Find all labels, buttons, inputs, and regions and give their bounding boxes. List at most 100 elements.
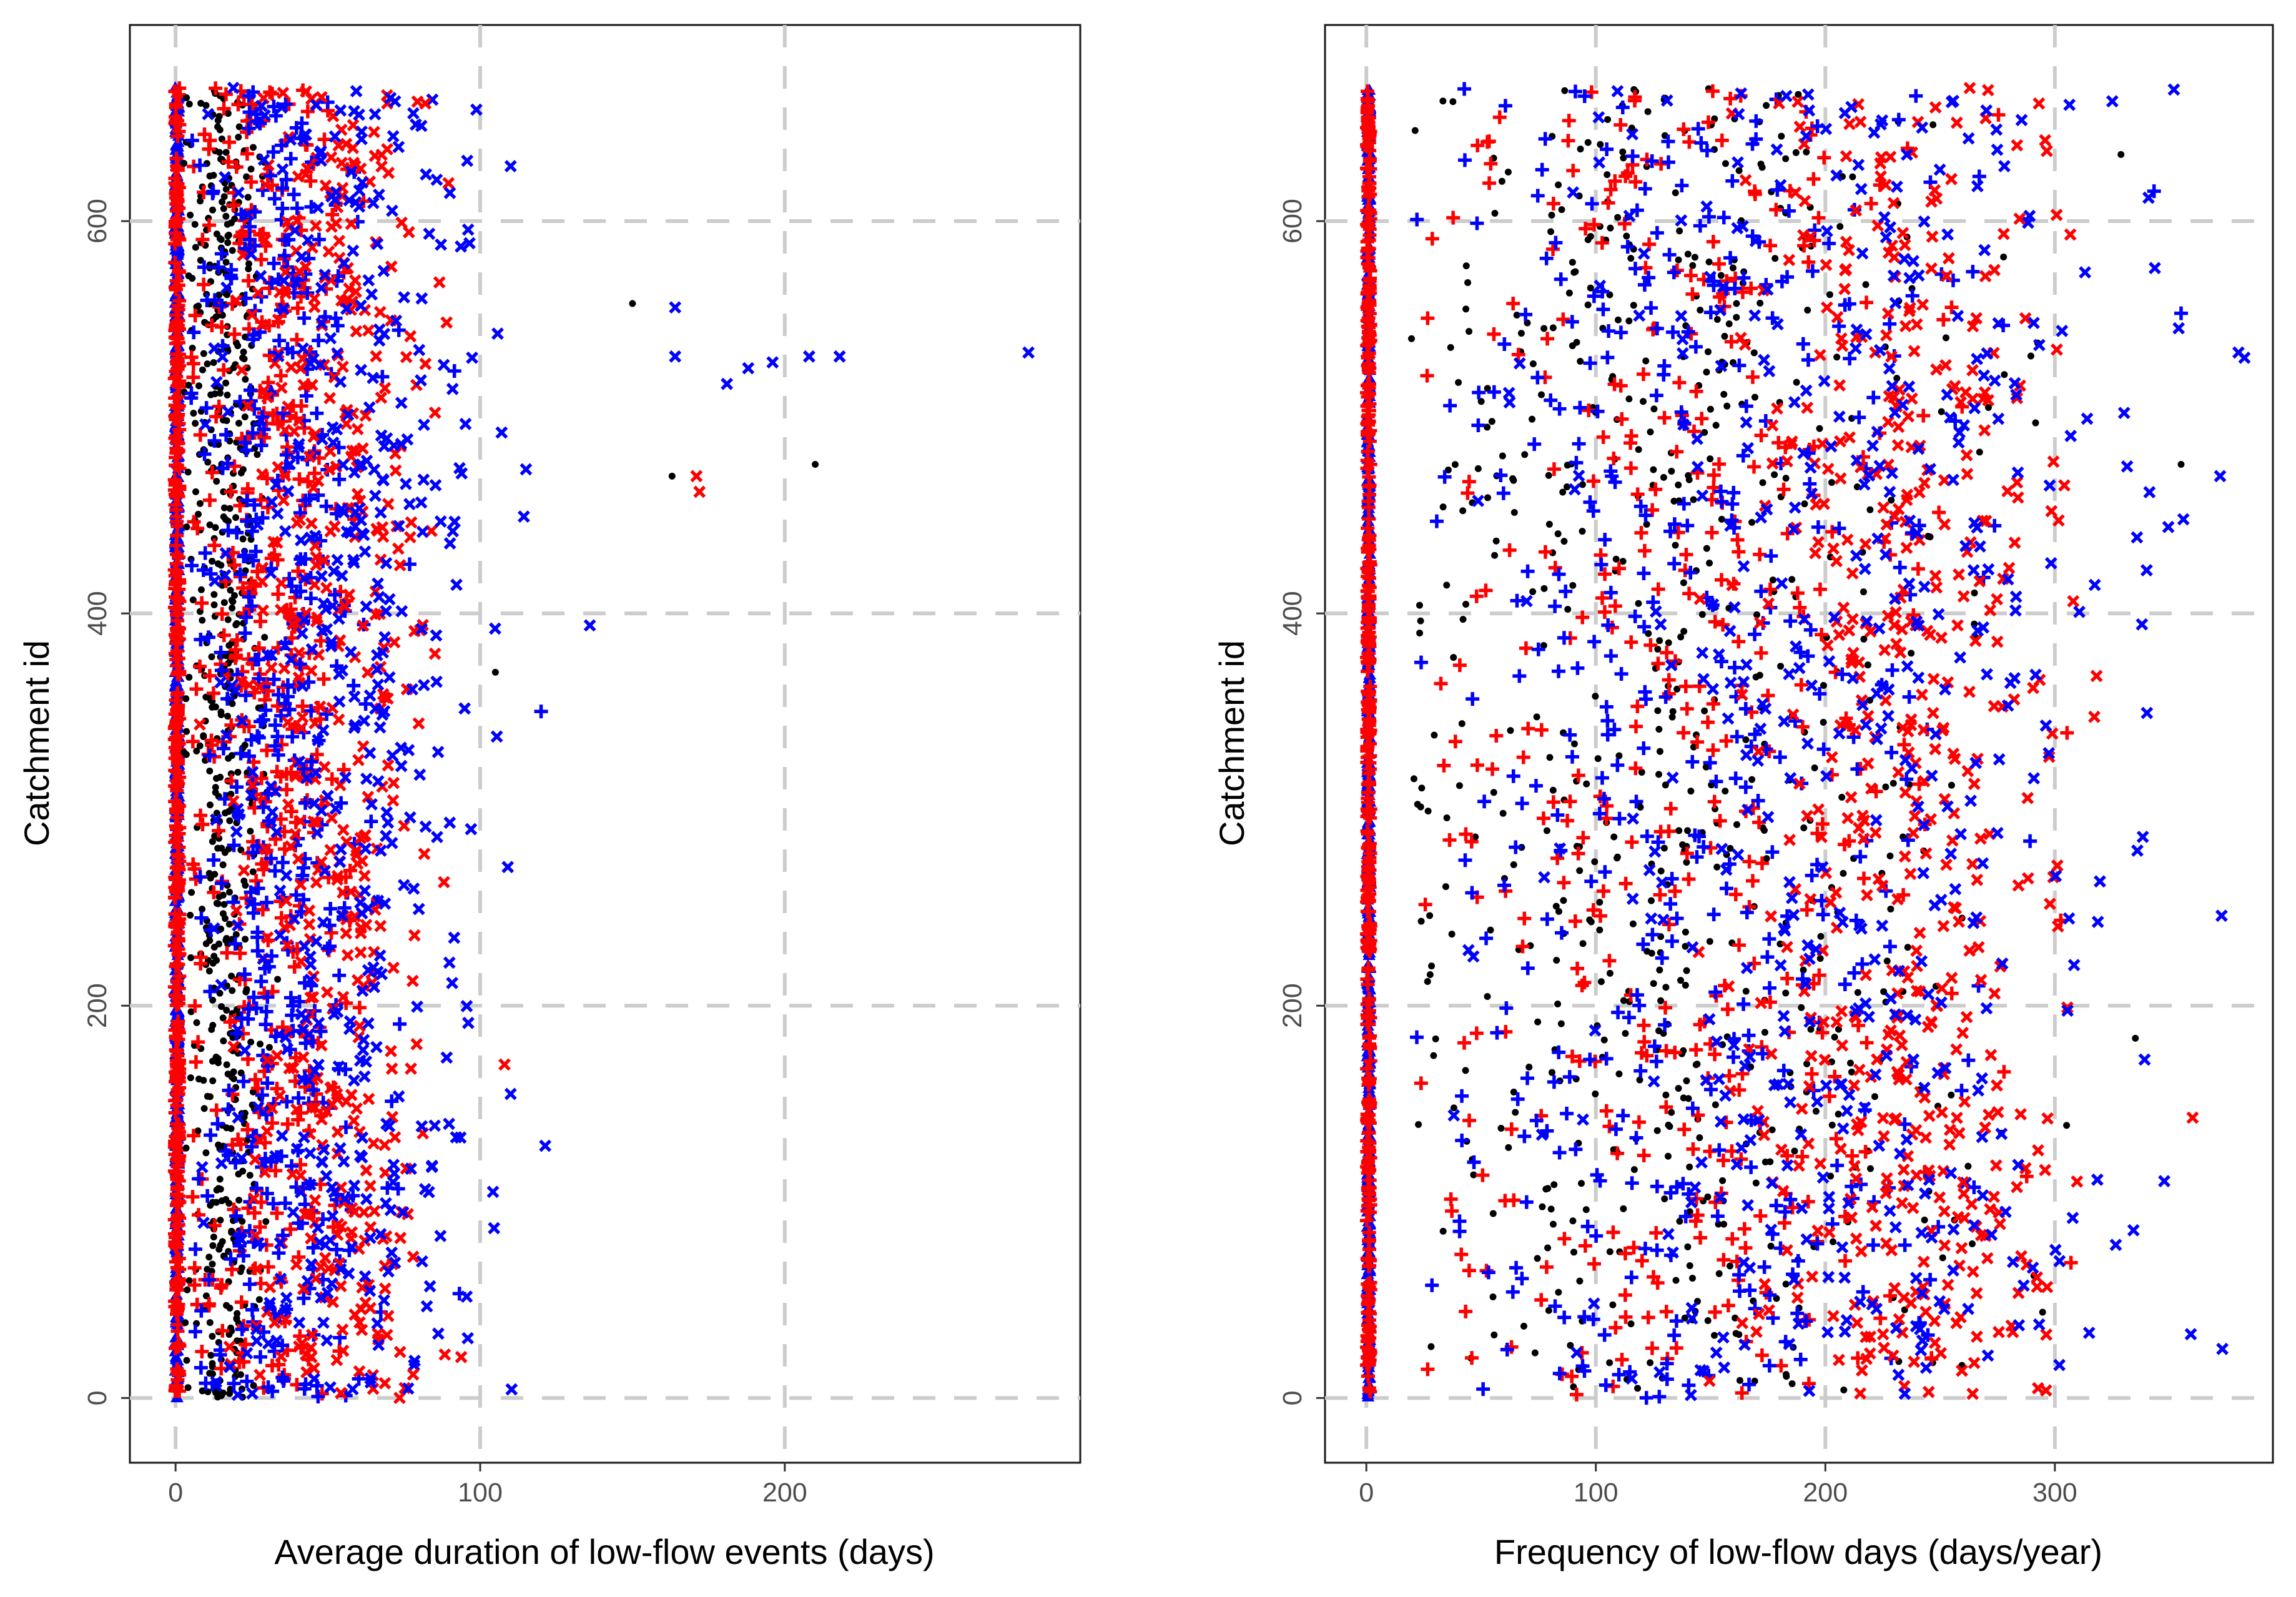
data-point <box>1607 224 1614 232</box>
data-point <box>219 1238 226 1245</box>
data-point <box>1533 713 1540 721</box>
data-point <box>1761 1158 1769 1165</box>
data-point <box>1948 781 1955 789</box>
data-point <box>185 101 193 108</box>
data-point <box>172 201 186 215</box>
data-point <box>187 911 194 919</box>
data-point <box>280 1094 294 1109</box>
data-point <box>1713 316 1721 324</box>
data-point <box>306 1240 320 1255</box>
data-point <box>183 94 190 101</box>
data-point <box>193 748 200 755</box>
data-point <box>1627 1320 1635 1328</box>
data-point <box>220 691 235 706</box>
data-point <box>234 768 242 776</box>
data-point <box>242 274 256 288</box>
data-point <box>190 410 197 417</box>
data-point <box>277 824 292 839</box>
data-point <box>1840 869 1847 877</box>
data-point <box>209 996 217 1004</box>
data-point <box>213 899 220 907</box>
data-point <box>247 828 254 835</box>
data-point <box>207 874 214 882</box>
data-point <box>1811 764 1818 771</box>
data-point <box>209 81 223 96</box>
data-point <box>1427 1343 1435 1350</box>
data-point <box>242 375 249 383</box>
data-point <box>1499 809 1507 817</box>
data-point <box>206 801 214 809</box>
data-point <box>247 990 261 1004</box>
data-point <box>213 478 220 485</box>
data-point <box>220 946 234 960</box>
data-point <box>193 428 207 442</box>
data-point <box>2000 254 2008 261</box>
data-point <box>209 1333 216 1340</box>
data-point <box>195 232 210 247</box>
data-point <box>1777 663 1785 670</box>
data-point <box>251 881 265 896</box>
data-point <box>1693 1061 1701 1068</box>
data-point <box>1647 428 1654 436</box>
data-point <box>209 1363 216 1370</box>
data-point <box>187 1261 202 1275</box>
data-point <box>170 1187 184 1202</box>
data-point <box>215 607 229 621</box>
data-point <box>1763 102 1770 109</box>
data-point <box>1517 330 1525 337</box>
data-point <box>1635 600 1642 607</box>
data-point <box>191 220 199 228</box>
data-point <box>1751 393 1758 401</box>
data-point <box>1458 720 1466 728</box>
data-point <box>170 1300 185 1315</box>
data-point <box>221 915 229 922</box>
data-point <box>215 893 223 901</box>
data-point <box>269 1164 283 1178</box>
data-point <box>188 309 202 323</box>
data-point <box>194 1360 208 1375</box>
data-point <box>1833 354 1841 361</box>
data-point <box>1929 121 1937 129</box>
data-point <box>206 686 220 700</box>
data-point <box>215 1323 230 1338</box>
data-point <box>1812 1107 1820 1115</box>
data-point <box>223 291 230 299</box>
data-point <box>1655 726 1663 733</box>
data-point <box>1689 262 1697 269</box>
data-point <box>239 1217 246 1225</box>
data-point <box>246 1172 254 1179</box>
data-point <box>206 937 214 944</box>
data-point <box>206 184 220 199</box>
data-point <box>244 175 259 189</box>
data-point <box>200 1105 208 1112</box>
data-point <box>217 363 231 377</box>
data-point <box>224 718 239 732</box>
data-point <box>1424 808 1432 815</box>
data-point <box>191 1035 205 1049</box>
data-point <box>254 614 268 628</box>
data-point <box>171 766 185 780</box>
data-point <box>1499 452 1506 460</box>
data-point <box>249 874 264 888</box>
data-point <box>195 1075 203 1083</box>
data-point <box>303 174 318 188</box>
data-point <box>172 821 187 835</box>
data-point <box>1462 305 1470 313</box>
data-point <box>232 931 240 938</box>
data-point <box>230 633 244 647</box>
data-point <box>194 633 208 647</box>
data-point <box>1782 1280 1790 1288</box>
data-point <box>210 591 218 598</box>
data-point <box>231 591 239 599</box>
data-point <box>205 967 213 975</box>
data-point <box>195 596 209 610</box>
data-point <box>1828 1121 1836 1129</box>
data-point <box>224 110 232 117</box>
data-point <box>245 260 253 267</box>
data-point <box>1656 637 1663 645</box>
data-point <box>271 417 285 431</box>
data-point <box>253 1350 267 1364</box>
data-point <box>228 1327 235 1335</box>
data-point <box>1710 1332 1718 1339</box>
data-point <box>1675 482 1682 489</box>
